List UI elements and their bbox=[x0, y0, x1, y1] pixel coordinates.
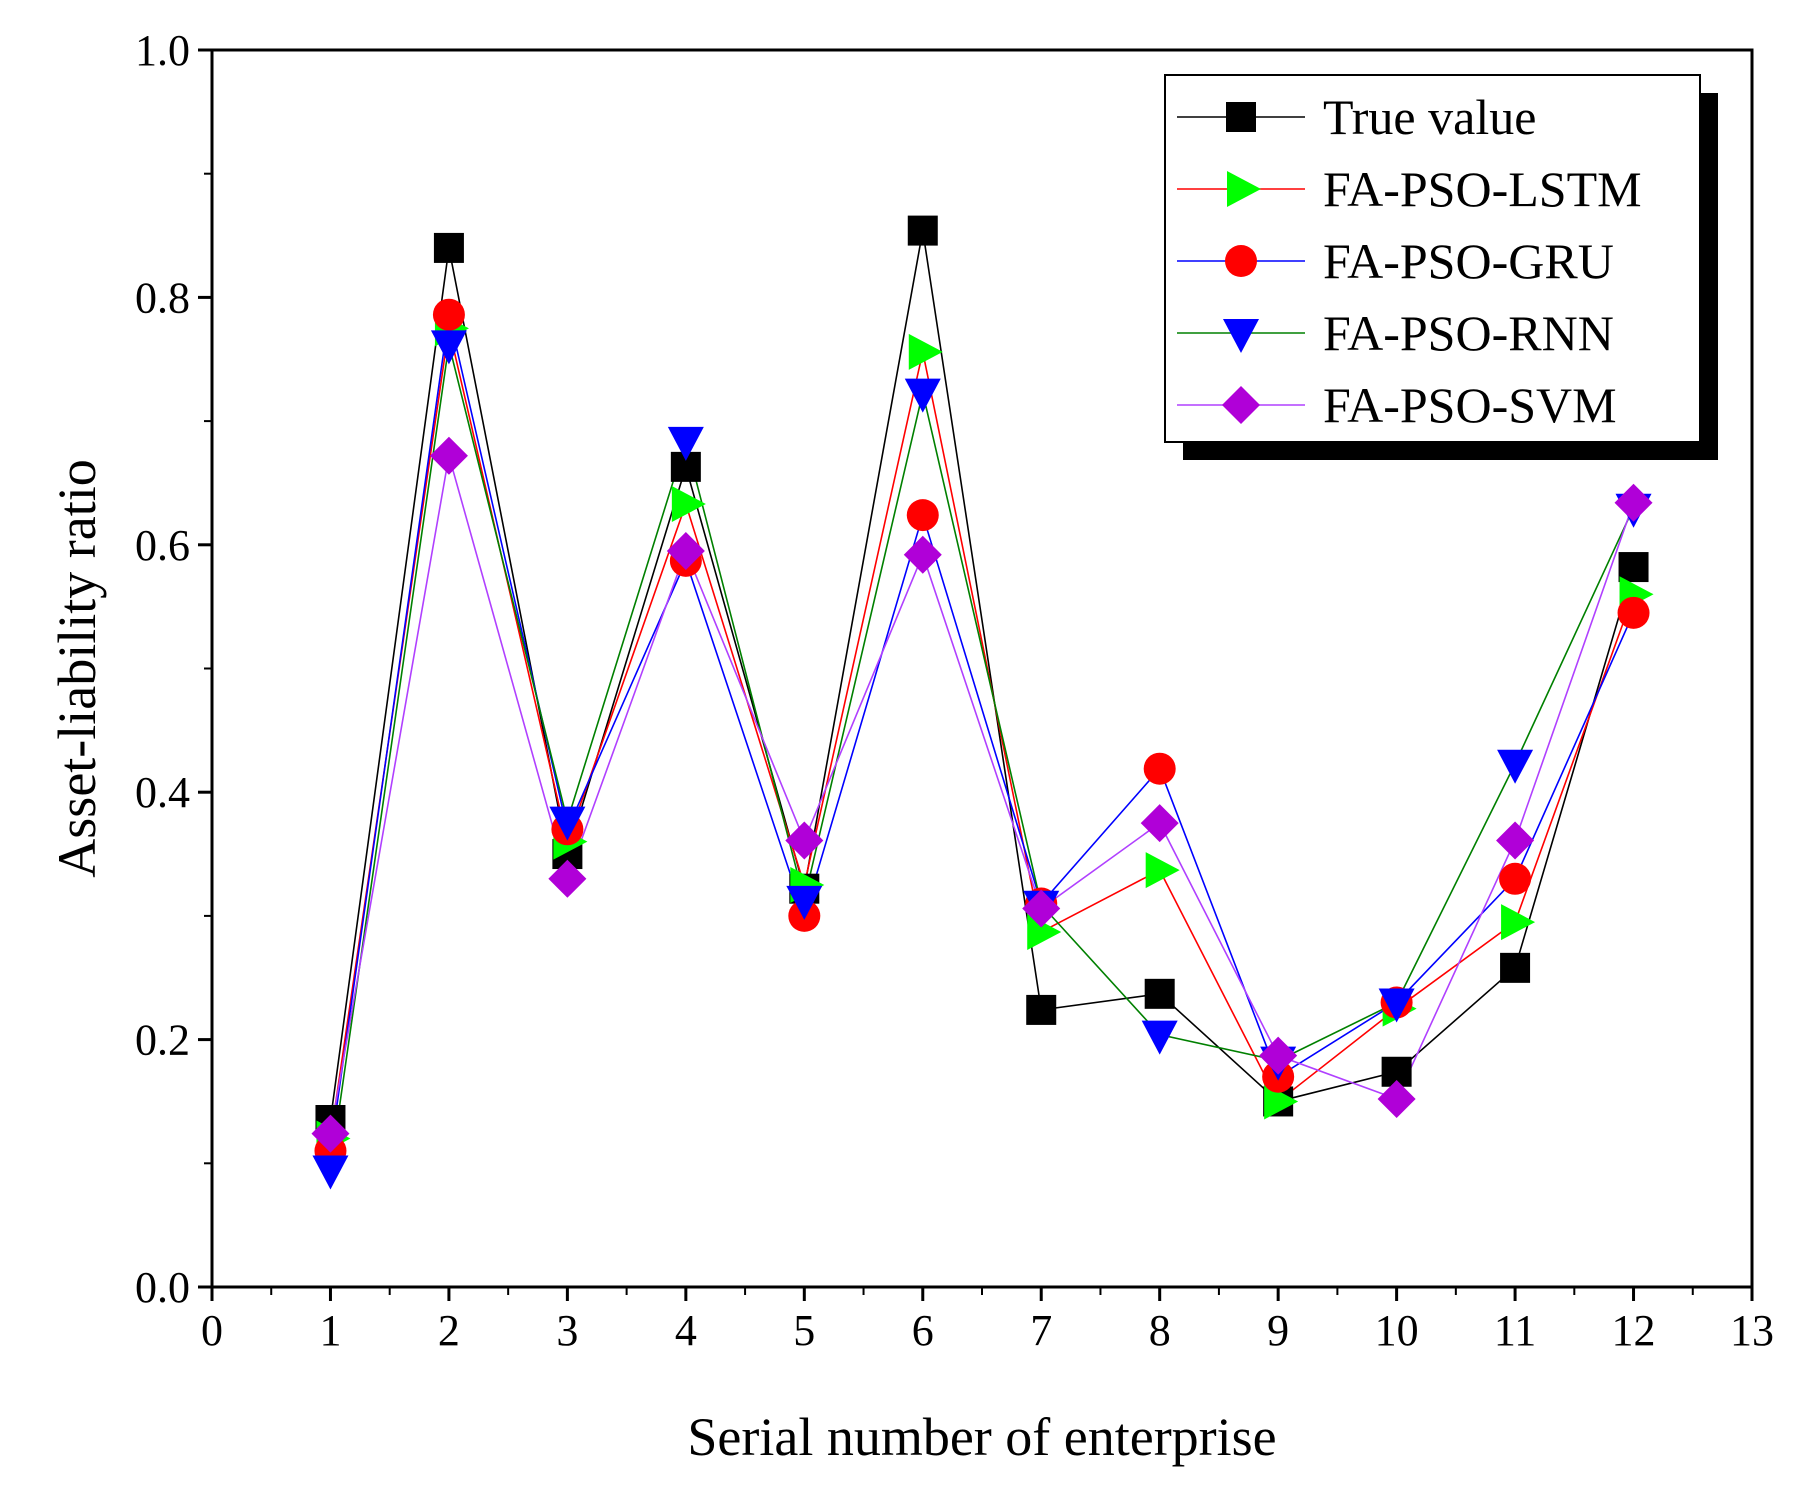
data-point bbox=[1141, 1020, 1178, 1055]
y-tick-label: 0.0 bbox=[135, 1263, 190, 1312]
data-point bbox=[667, 426, 704, 461]
x-tick-label: 12 bbox=[1612, 1306, 1656, 1355]
x-tick-label: 3 bbox=[556, 1306, 578, 1355]
legend-label: FA-PSO-RNN bbox=[1323, 305, 1614, 361]
data-point bbox=[1497, 749, 1534, 784]
data-point bbox=[1614, 483, 1653, 522]
x-tick-label: 7 bbox=[1030, 1306, 1052, 1355]
series-fa-pso-svm bbox=[329, 455, 1635, 1134]
x-tick-label: 10 bbox=[1375, 1306, 1419, 1355]
data-point bbox=[1264, 1083, 1299, 1120]
legend-label: FA-PSO-SVM bbox=[1323, 377, 1617, 433]
legend-item: FA-PSO-RNN bbox=[1177, 305, 1614, 361]
y-tick-label: 0.2 bbox=[135, 1016, 190, 1065]
legend-label: FA-PSO-LSTM bbox=[1323, 161, 1642, 217]
data-point bbox=[1500, 952, 1531, 983]
data-point bbox=[312, 1155, 349, 1190]
legend-marker bbox=[1222, 386, 1260, 424]
data-point bbox=[671, 485, 706, 522]
data-point bbox=[786, 885, 823, 920]
series-markers-fa-pso-svm bbox=[311, 436, 1653, 1153]
series-fa-pso-lstm bbox=[329, 328, 1635, 1139]
data-point bbox=[433, 232, 464, 263]
data-point bbox=[429, 436, 468, 475]
data-point bbox=[1140, 804, 1179, 843]
data-point bbox=[666, 531, 705, 570]
legend-marker bbox=[1223, 319, 1259, 353]
x-tick-label: 8 bbox=[1149, 1306, 1171, 1355]
data-point bbox=[907, 215, 938, 246]
axes-layer: 0 1 2 3 4 5 6 7 8 9 10 11 12 13 0.00.20.40.60.81.0 Se… bbox=[47, 26, 1774, 1467]
legend-item: True value bbox=[1177, 89, 1536, 145]
data-point bbox=[548, 859, 587, 898]
data-point bbox=[785, 821, 824, 860]
y-tick-label: 0.4 bbox=[135, 768, 190, 817]
data-point bbox=[1144, 978, 1175, 1009]
x-tick-label: 4 bbox=[675, 1306, 697, 1355]
data-point bbox=[311, 1114, 350, 1153]
y-axis-title: Asset-liability ratio bbox=[47, 459, 107, 877]
legend-label: FA-PSO-GRU bbox=[1323, 233, 1614, 289]
data-point bbox=[1618, 552, 1649, 583]
data-point bbox=[1026, 994, 1057, 1025]
legend-marker bbox=[1227, 171, 1261, 207]
x-tick-label: 2 bbox=[438, 1306, 460, 1355]
data-point bbox=[1617, 596, 1650, 629]
y-tick-label: 0.6 bbox=[135, 521, 190, 570]
legend: True value FA-PSO-LSTM FA-PSO-GRU FA-PSO-RN… bbox=[1164, 74, 1718, 460]
x-axis-ticks: 0 1 2 3 4 5 6 7 8 9 10 11 12 13 bbox=[201, 1287, 1774, 1355]
legend-item: FA-PSO-SVM bbox=[1177, 377, 1617, 433]
series-line bbox=[329, 344, 1635, 1170]
series-line bbox=[329, 455, 1635, 1134]
x-axis-title: Serial number of enterprise bbox=[687, 1407, 1276, 1467]
data-point bbox=[906, 499, 939, 532]
data-point bbox=[432, 298, 465, 331]
x-tick-label: 11 bbox=[1494, 1306, 1536, 1355]
data-point bbox=[549, 806, 586, 841]
data-point bbox=[1496, 821, 1535, 860]
x-tick-label: 5 bbox=[793, 1306, 815, 1355]
data-point bbox=[1259, 1036, 1298, 1075]
data-point bbox=[1377, 1079, 1416, 1118]
data-point bbox=[430, 330, 467, 365]
data-point bbox=[1027, 913, 1062, 950]
data-point bbox=[1143, 752, 1176, 785]
series-line bbox=[329, 328, 1635, 1139]
data-point bbox=[908, 333, 943, 370]
data-point bbox=[1022, 889, 1061, 928]
legend-label: True value bbox=[1323, 89, 1536, 145]
y-axis-ticks: 0.0 0.2 0.4 0.6 0.8 1.0 bbox=[135, 26, 212, 1312]
legend-item: FA-PSO-GRU bbox=[1177, 233, 1614, 289]
x-tick-label: 1 bbox=[319, 1306, 341, 1355]
x-tick-label: 0 bbox=[201, 1306, 223, 1355]
series-layer bbox=[311, 215, 1654, 1190]
data-point bbox=[1501, 904, 1536, 941]
data-point bbox=[1145, 852, 1180, 889]
data-point bbox=[904, 378, 941, 413]
data-point bbox=[1378, 988, 1415, 1023]
data-point bbox=[1499, 862, 1532, 895]
legend-marker bbox=[1225, 245, 1257, 277]
x-tick-label: 6 bbox=[912, 1306, 934, 1355]
data-point bbox=[903, 535, 942, 574]
legend-item: FA-PSO-LSTM bbox=[1177, 161, 1642, 217]
y-tick-label: 0.8 bbox=[135, 273, 190, 322]
y-tick-label: 1.0 bbox=[135, 26, 190, 75]
x-tick-label: 9 bbox=[1267, 1306, 1289, 1355]
legend-marker bbox=[1226, 102, 1256, 132]
series-fa-pso-rnn bbox=[329, 344, 1635, 1170]
x-tick-label: 13 bbox=[1730, 1306, 1774, 1355]
